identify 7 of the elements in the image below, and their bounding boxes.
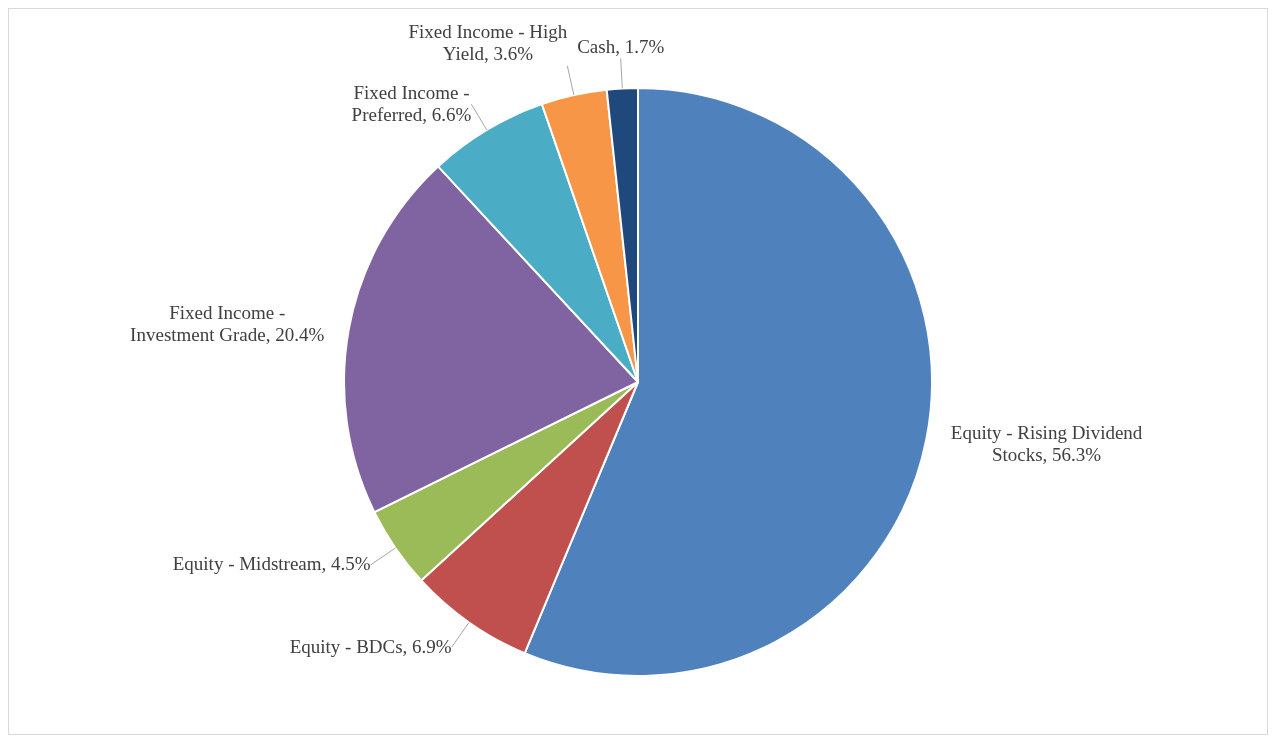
slice-label: Fixed Income - Investment Grade, 20.4% [130, 301, 325, 345]
slice-label: Equity - BDCs, 6.9% [289, 635, 452, 657]
slice-label: Fixed Income - High Yield, 3.6% [408, 21, 568, 65]
slice-label: Equity - Midstream, 4.5% [172, 553, 371, 575]
slice-label: Equity - Rising Dividend Stocks, 56.3% [950, 422, 1143, 466]
slice-label: Fixed Income - Preferred, 6.6% [351, 81, 472, 125]
slice-label: Cash, 1.7% [577, 35, 665, 57]
